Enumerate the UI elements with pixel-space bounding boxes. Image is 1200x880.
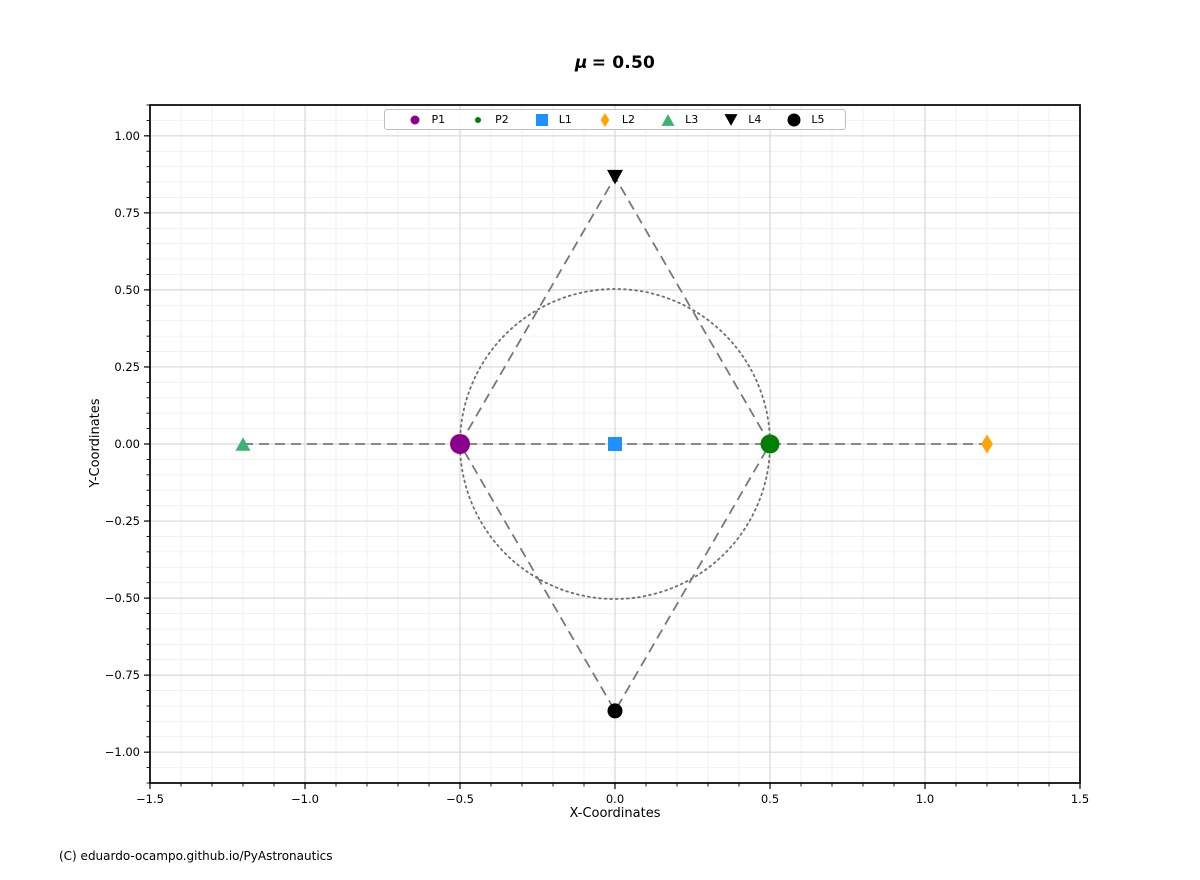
y-tick-label: 0.00 bbox=[114, 437, 140, 451]
y-tick-label: 0.25 bbox=[114, 360, 140, 374]
y-tick-label: −1.00 bbox=[105, 745, 140, 759]
x-tick-label: 0.5 bbox=[761, 792, 779, 806]
series-L3 bbox=[235, 437, 251, 451]
y-tick-label: 0.75 bbox=[114, 206, 140, 220]
x-tick-label: −0.5 bbox=[446, 792, 474, 806]
axis-ticks: −1.5 −1.0 −0.5 0.0 0.5 1.0 1.5 −1.00 −0.75 −0.50 −… bbox=[105, 104, 1089, 806]
y-tick-label: 0.50 bbox=[114, 283, 140, 297]
y-tick-label: 1.00 bbox=[114, 129, 140, 143]
mu-value: = 0.50 bbox=[591, 53, 656, 73]
y-tick-label: −0.25 bbox=[105, 514, 140, 528]
series-P2 bbox=[760, 434, 780, 454]
x-axis-label: X-Coordinates bbox=[569, 806, 661, 821]
series-L4 bbox=[607, 169, 623, 185]
x-tick-label: −1.5 bbox=[136, 792, 164, 806]
series-P1 bbox=[450, 434, 470, 454]
x-tick-label: 0.0 bbox=[606, 792, 624, 806]
series-L1 bbox=[608, 437, 622, 451]
y-axis-label: Y-Coordinates bbox=[88, 398, 103, 488]
credit-text: (C) eduardo-ocampo.github.io/PyAstronaut… bbox=[59, 849, 333, 863]
y-tick-label: −0.50 bbox=[105, 591, 140, 605]
series-L5 bbox=[607, 703, 623, 719]
chart-title: μ = 0.50 bbox=[150, 53, 1080, 73]
x-tick-label: 1.5 bbox=[1071, 792, 1089, 806]
series-L2 bbox=[981, 434, 993, 454]
y-tick-label: −0.75 bbox=[105, 668, 140, 682]
mu-symbol: μ bbox=[574, 53, 588, 73]
x-tick-label: −1.0 bbox=[291, 792, 319, 806]
x-tick-label: 1.0 bbox=[916, 792, 934, 806]
